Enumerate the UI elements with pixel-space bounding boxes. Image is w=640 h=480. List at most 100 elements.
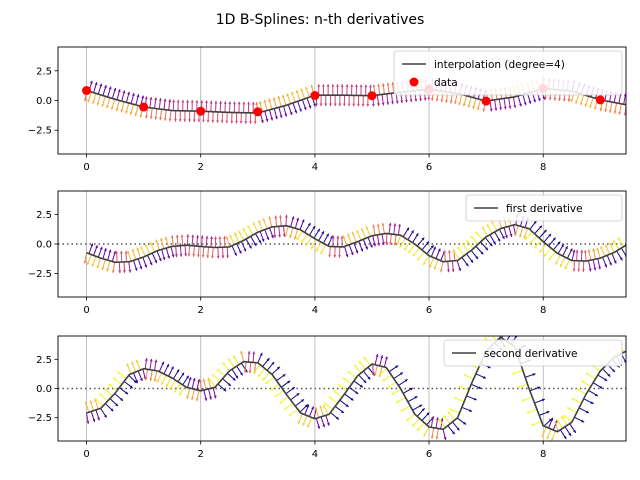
gradient-arrowhead bbox=[543, 229, 547, 233]
gradient-arrowhead bbox=[554, 420, 558, 424]
gradient-arrowhead bbox=[564, 266, 568, 270]
gradient-arrowhead bbox=[319, 103, 323, 107]
gradient-arrowhead bbox=[174, 254, 178, 258]
legend-box bbox=[393, 50, 623, 96]
gradient-arrowhead bbox=[337, 384, 341, 387]
gradient-arrowhead bbox=[358, 360, 362, 364]
gradient-arrowhead bbox=[458, 102, 462, 106]
gradient-arrowhead bbox=[381, 83, 385, 87]
gradient-arrowhead bbox=[289, 235, 293, 239]
gradient-arrowhead bbox=[445, 100, 448, 103]
gradient-arrowhead bbox=[313, 103, 316, 107]
gradient-arrowhead bbox=[609, 242, 612, 246]
gradient-arrowhead bbox=[532, 373, 536, 376]
gradient-arrowhead bbox=[271, 235, 274, 239]
gradient-arrowhead bbox=[359, 384, 363, 388]
gradient-arrowhead bbox=[172, 99, 176, 103]
gradient-arrowhead bbox=[355, 391, 359, 394]
x-tick-label: 6 bbox=[426, 305, 432, 316]
gradient-arrowhead bbox=[421, 408, 425, 412]
gradient-arrowhead bbox=[301, 219, 305, 223]
gradient-arrowhead bbox=[577, 269, 581, 272]
gradient-arrowhead bbox=[414, 98, 418, 102]
gradient-arrowhead bbox=[340, 410, 344, 413]
gradient-arrowhead bbox=[227, 383, 231, 386]
gradient-arrowhead bbox=[220, 120, 224, 124]
gradient-arrowhead bbox=[118, 270, 122, 274]
gradient-arrowhead bbox=[188, 377, 192, 381]
gradient-arrowhead bbox=[519, 234, 522, 238]
gradient-arrowhead bbox=[272, 97, 276, 101]
gradient-arrowhead bbox=[221, 255, 225, 259]
gradient-arrowhead bbox=[103, 414, 107, 418]
gradient-arrowhead bbox=[208, 378, 212, 382]
gradient-arrowhead bbox=[104, 85, 107, 89]
gradient-arrowhead bbox=[581, 269, 585, 272]
gradient-arrowhead bbox=[486, 223, 490, 227]
gradient-arrowhead bbox=[548, 257, 552, 261]
gradient-arrowhead bbox=[155, 239, 159, 243]
x-tick-label: 8 bbox=[540, 449, 546, 460]
gradient-arrowhead bbox=[184, 253, 188, 257]
gradient-arrowhead bbox=[482, 375, 486, 379]
gradient-arrowhead bbox=[322, 404, 326, 408]
gradient-arrowhead bbox=[248, 245, 252, 249]
gradient-arrowhead bbox=[89, 80, 93, 84]
gradient-arrowhead bbox=[103, 248, 107, 252]
gradient-arrowhead bbox=[112, 377, 116, 381]
gradient-arrowhead bbox=[387, 385, 391, 389]
gradient-arrowhead bbox=[627, 359, 630, 362]
x-tick-label: 4 bbox=[312, 305, 318, 316]
gradient-arrowhead bbox=[113, 87, 117, 91]
gradient-arrowhead bbox=[395, 365, 399, 369]
gradient-arrowhead bbox=[489, 108, 493, 112]
gradient-arrowhead bbox=[546, 411, 550, 414]
gradient-arrowhead bbox=[462, 103, 466, 107]
gradient-arrowhead bbox=[106, 268, 110, 272]
gradient-arrowhead bbox=[306, 404, 310, 408]
gradient-arrowhead bbox=[567, 99, 571, 102]
gradient-arrowhead bbox=[419, 98, 422, 102]
gradient-arrowhead bbox=[395, 400, 399, 403]
gradient-arrowhead bbox=[156, 379, 160, 383]
gradient-arrowhead bbox=[238, 250, 242, 254]
gradient-arrowhead bbox=[439, 269, 443, 273]
gradient-arrowhead bbox=[149, 358, 153, 362]
gradient-arrowhead bbox=[293, 236, 297, 240]
gradient-arrowhead bbox=[604, 109, 608, 113]
gradient-arrowhead bbox=[122, 270, 126, 273]
gradient-arrowhead bbox=[179, 392, 182, 396]
gradient-arrowhead bbox=[161, 381, 164, 385]
gradient-arrowhead bbox=[115, 251, 119, 254]
gradient-arrowhead bbox=[258, 240, 261, 244]
gradient-arrowhead bbox=[375, 354, 379, 357]
gradient-arrowhead bbox=[261, 238, 265, 242]
gradient-arrowhead bbox=[248, 370, 252, 374]
gradient-arrowhead bbox=[514, 233, 518, 237]
gradient-arrowhead bbox=[604, 378, 608, 381]
gradient-arrowhead bbox=[589, 105, 593, 109]
gradient-arrowhead bbox=[303, 107, 307, 110]
gradient-arrowhead bbox=[510, 332, 513, 335]
gradient-arrowhead bbox=[565, 246, 568, 250]
gradient-arrowhead bbox=[117, 89, 121, 93]
gradient-arrowhead bbox=[443, 415, 446, 419]
gradient-arrowhead bbox=[451, 269, 455, 272]
gradient-arrowhead bbox=[247, 351, 251, 354]
gradient-arrowhead bbox=[382, 378, 386, 382]
gradient-arrowhead bbox=[563, 415, 567, 419]
gradient-arrowhead bbox=[113, 250, 117, 254]
gradient-arrowhead bbox=[244, 121, 248, 124]
gradient-arrowhead bbox=[354, 364, 357, 368]
gradient-arrowhead bbox=[491, 221, 495, 225]
gradient-arrowhead bbox=[596, 247, 600, 251]
gradient-arrowhead bbox=[377, 83, 381, 87]
gradient-arrowhead bbox=[286, 93, 290, 97]
gradient-arrowhead bbox=[127, 250, 130, 254]
gradient-arrowhead bbox=[216, 368, 220, 372]
gradient-arrowhead bbox=[162, 257, 166, 260]
gradient-arrowhead bbox=[371, 372, 375, 376]
legend-marker bbox=[409, 77, 419, 87]
gradient-arrowhead bbox=[623, 93, 626, 97]
